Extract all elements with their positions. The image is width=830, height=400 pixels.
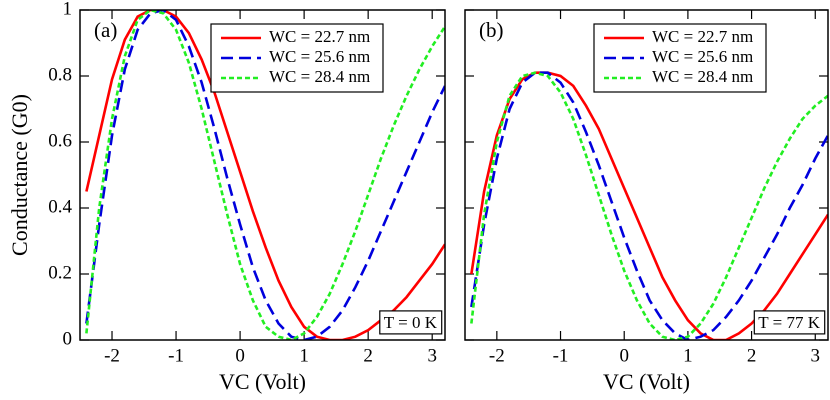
- annotation-box: [753, 310, 826, 335]
- legend-label: WC = 28.4 nm: [269, 67, 370, 86]
- x-tick-label: 0: [235, 345, 245, 366]
- legend-box: [210, 23, 384, 93]
- legend-label: WC = 22.7 nm: [269, 27, 370, 46]
- x-tick-label: 2: [363, 345, 373, 366]
- legend-label: WC = 22.7 nm: [652, 27, 753, 46]
- y-tick-label: 1: [63, 0, 73, 19]
- y-tick-label: 0.8: [48, 64, 72, 85]
- series-line: [470, 71, 828, 340]
- series-line: [85, 10, 445, 340]
- panel-label: (a): [94, 18, 117, 42]
- x-tick-label: -2: [489, 345, 505, 366]
- legend-label: WC = 28.4 nm: [652, 67, 753, 86]
- x-tick-label: -1: [553, 345, 569, 366]
- x-tick-label: -2: [104, 345, 120, 366]
- x-axis-label: VC (Volt): [219, 369, 306, 394]
- x-tick-label: 2: [747, 345, 757, 366]
- y-tick-label: 0.6: [48, 130, 72, 151]
- x-tick-label: 0: [619, 345, 629, 366]
- y-tick-label: 0: [63, 328, 73, 349]
- x-tick-label: 1: [683, 345, 693, 366]
- series-line: [85, 10, 445, 340]
- series-line: [470, 71, 828, 340]
- annotation-box: [379, 310, 443, 335]
- annotation: T = 77 K: [758, 313, 820, 332]
- y-tick-label: 0.2: [48, 262, 72, 283]
- x-tick-label: 3: [427, 345, 437, 366]
- x-tick-label: -1: [168, 345, 184, 366]
- x-tick-label: 1: [299, 345, 309, 366]
- annotation: T = 0 K: [384, 313, 438, 332]
- panel-label: (b): [479, 18, 504, 42]
- x-axis-label: VC (Volt): [603, 369, 690, 394]
- y-tick-label: 0.4: [48, 196, 72, 217]
- legend-label: WC = 25.6 nm: [269, 47, 370, 66]
- y-axis-label: Conductance (G0): [7, 94, 32, 256]
- plot-frame: [79, 9, 446, 341]
- plot-frame: [464, 9, 829, 341]
- x-tick-label: 3: [811, 345, 821, 366]
- legend-label: WC = 25.6 nm: [652, 47, 753, 66]
